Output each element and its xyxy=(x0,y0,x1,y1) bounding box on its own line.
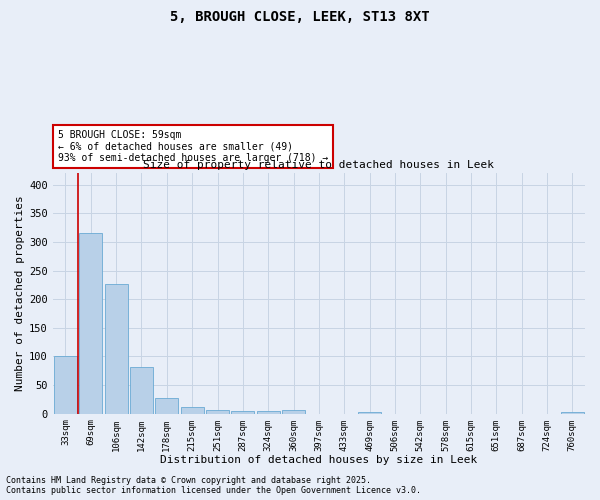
Bar xyxy=(54,356,77,414)
Text: 5 BROUGH CLOSE: 59sqm
← 6% of detached houses are smaller (49)
93% of semi-detac: 5 BROUGH CLOSE: 59sqm ← 6% of detached h… xyxy=(58,130,328,163)
Bar xyxy=(130,367,153,414)
Bar xyxy=(232,412,254,414)
Bar xyxy=(206,410,229,414)
Bar xyxy=(282,410,305,414)
Bar xyxy=(358,412,381,414)
Bar xyxy=(561,412,584,414)
Y-axis label: Number of detached properties: Number of detached properties xyxy=(15,196,25,392)
Bar xyxy=(257,412,280,414)
Text: Contains HM Land Registry data © Crown copyright and database right 2025.
Contai: Contains HM Land Registry data © Crown c… xyxy=(6,476,421,495)
Bar xyxy=(79,234,102,414)
Text: 5, BROUGH CLOSE, LEEK, ST13 8XT: 5, BROUGH CLOSE, LEEK, ST13 8XT xyxy=(170,10,430,24)
Bar xyxy=(181,407,203,414)
Bar xyxy=(105,284,128,414)
Bar xyxy=(155,398,178,413)
Title: Size of property relative to detached houses in Leek: Size of property relative to detached ho… xyxy=(143,160,494,170)
X-axis label: Distribution of detached houses by size in Leek: Distribution of detached houses by size … xyxy=(160,455,478,465)
